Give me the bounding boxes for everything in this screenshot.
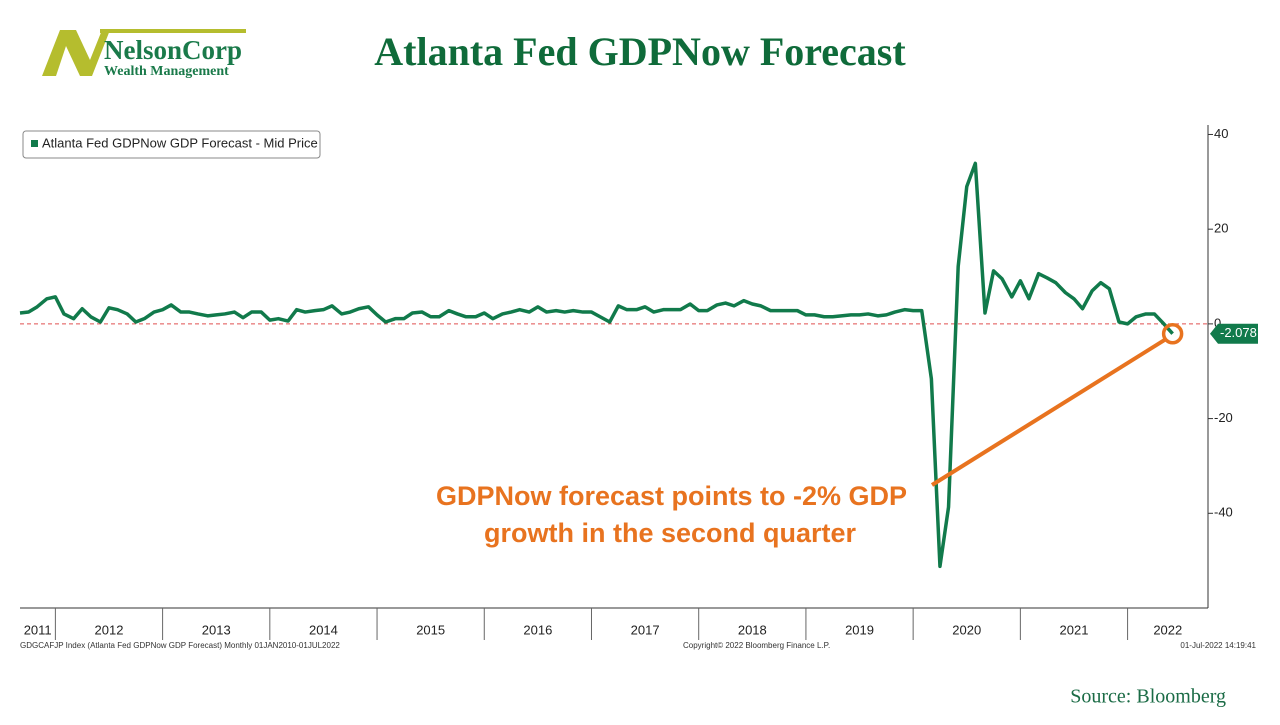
legend-label: Atlanta Fed GDPNow GDP Forecast - Mid Pr…: [42, 135, 318, 150]
y-tick-label: -40: [1214, 505, 1233, 520]
x-tick-label: 2011: [24, 622, 52, 637]
last-value-label: -2.078: [1220, 325, 1257, 340]
y-tick-label: 20: [1214, 221, 1228, 236]
x-tick-label: 2015: [416, 622, 445, 637]
series-line: [19, 161, 1174, 569]
footer-center: Copyright© 2022 Bloomberg Finance L.P.: [683, 641, 830, 650]
x-tick-label: 2012: [95, 622, 124, 637]
x-tick-label: 2021: [1060, 622, 1089, 637]
logo-mark: [42, 30, 110, 76]
legend-swatch: [31, 140, 38, 147]
footer-right: 01-Jul-2022 14:19:41: [1180, 641, 1256, 650]
logo-tagline: Wealth Management: [104, 64, 229, 79]
source: Source: Bloomberg: [1070, 686, 1226, 708]
annotation: growth in the second quarter: [484, 518, 857, 548]
last-value-tag: [1210, 323, 1258, 344]
y-tick-label: -20: [1214, 410, 1233, 425]
x-tick-label: 2020: [952, 622, 981, 637]
x-tick-label: 2013: [202, 622, 231, 637]
chart-title: Atlanta Fed GDPNow Forecast: [374, 29, 906, 74]
highlight-circle: [1161, 322, 1184, 345]
legend-box: [22, 130, 321, 159]
y-tick-label: 0: [1214, 315, 1221, 330]
logo: NelsonCorp Wealth Management: [42, 29, 246, 79]
x-tick-label: 2017: [631, 622, 660, 637]
logo-bar: [100, 29, 246, 33]
x-tick-label: 2019: [845, 622, 874, 637]
legend: Atlanta Fed GDPNow GDP Forecast - Mid Pr…: [22, 130, 321, 159]
y-tick-label: 40: [1214, 126, 1228, 141]
x-tick-label: 2014: [309, 622, 338, 637]
footer-left: GDGCAFJP Index (Atlanta Fed GDPNow GDP F…: [20, 641, 340, 650]
annotation-arrow: [930, 337, 1168, 487]
x-tick-label: 2022: [1153, 622, 1182, 637]
annotation: GDPNow forecast points to -2% GDP: [436, 481, 907, 511]
x-tick-label: 2018: [738, 622, 767, 637]
logo-name: NelsonCorp: [104, 35, 242, 65]
x-tick-label: 2016: [523, 622, 552, 637]
